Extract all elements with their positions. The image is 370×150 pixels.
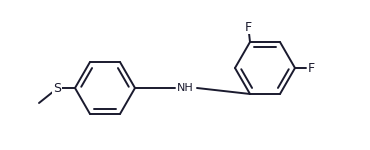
Text: S: S	[53, 81, 61, 94]
Text: F: F	[307, 61, 314, 75]
Text: NH: NH	[176, 83, 194, 93]
Text: F: F	[245, 21, 252, 33]
